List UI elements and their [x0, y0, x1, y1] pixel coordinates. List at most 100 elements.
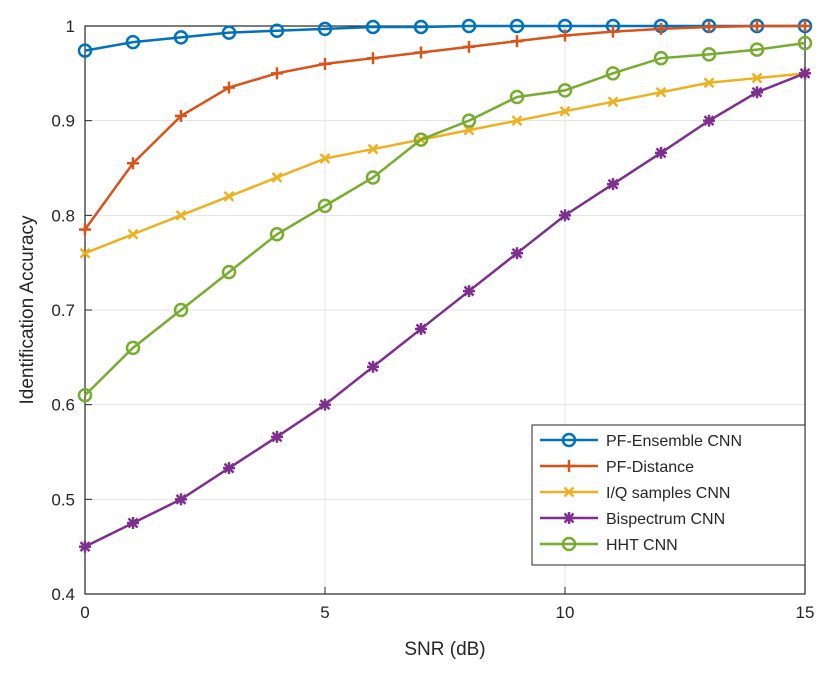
series-line: [84, 72, 806, 548]
data-point-circle: [365, 170, 381, 185]
y-axis-label: Identification Accuracy: [17, 215, 38, 405]
marker-stroke: [79, 247, 91, 259]
data-point-circle: [461, 113, 477, 128]
marker-circle: [797, 35, 813, 51]
data-point-circle: [561, 432, 577, 448]
data-point-circle: [269, 227, 285, 242]
data-point-plus: [271, 67, 283, 80]
marker-stroke: [563, 512, 575, 524]
data-point-asterisk: [463, 285, 475, 298]
data-point-circle: [653, 50, 669, 66]
legend-entry: Bispectrum CNN: [540, 511, 725, 528]
data-point-plus: [223, 81, 235, 94]
y-tick-label: 0.6: [51, 396, 75, 415]
legend-entry: HHT CNN: [540, 536, 678, 554]
marker-stroke: [607, 96, 619, 108]
marker-stroke: [655, 147, 667, 159]
series-line: [84, 41, 806, 397]
data-point-circle: [365, 19, 381, 35]
data-point-asterisk: [563, 512, 575, 524]
marker-circle: [317, 21, 333, 37]
data-point-plus: [79, 223, 91, 236]
marker-stroke: [271, 431, 283, 443]
data-point-asterisk: [175, 493, 187, 506]
data-point-asterisk: [799, 67, 811, 80]
marker-stroke: [655, 86, 667, 98]
data-point-plus: [127, 157, 139, 170]
marker-circle: [653, 50, 669, 66]
marker-stroke: [175, 209, 187, 221]
data-point-plus: [703, 20, 715, 33]
data-point-cross: [223, 191, 235, 202]
legend-entry: PF-Ensemble CNN: [540, 432, 742, 450]
marker-circle: [461, 18, 477, 34]
series-i-q-samples-cnn: [79, 67, 811, 259]
marker-circle: [701, 47, 717, 62]
legend-label: Bispectrum CNN: [606, 511, 725, 528]
data-point-circle: [77, 387, 93, 403]
marker-circle: [461, 113, 477, 128]
marker-stroke: [223, 191, 235, 202]
data-point-circle: [125, 34, 141, 50]
data-point-circle: [749, 42, 765, 57]
series-line: [84, 72, 806, 255]
y-tick-label: 0.4: [51, 585, 75, 604]
marker-stroke: [703, 77, 715, 89]
data-point-circle: [125, 340, 141, 356]
marker-stroke: [127, 228, 139, 240]
marker-circle: [173, 302, 189, 318]
legend: PF-Ensemble CNN PF-Distance I/Q samples CN…: [531, 424, 806, 566]
data-point-circle: [605, 66, 621, 81]
data-point-cross: [511, 115, 523, 127]
marker-circle: [413, 132, 429, 147]
marker-circle: [269, 23, 285, 38]
marker-circle: [561, 536, 577, 552]
data-point-circle: [317, 198, 333, 214]
series-line: [84, 24, 805, 52]
series-pf-distance: [79, 20, 811, 236]
marker-circle: [77, 387, 93, 403]
x-tick-label: 5: [320, 603, 329, 622]
marker-circle: [221, 25, 237, 40]
data-point-cross: [319, 153, 331, 164]
data-point-circle: [561, 536, 577, 552]
data-point-plus: [463, 40, 475, 53]
data-point-cross: [79, 247, 91, 259]
marker-stroke: [367, 361, 379, 373]
data-point-plus: [751, 20, 763, 32]
marker-stroke: [223, 462, 235, 474]
y-tick-label: 0.9: [51, 112, 75, 131]
data-point-asterisk: [703, 114, 715, 127]
data-point-circle: [77, 43, 93, 58]
marker-stroke: [559, 209, 571, 221]
legend-entry: I/Q samples CNN: [540, 485, 730, 502]
legend-label: PF-Ensemble CNN: [606, 433, 742, 450]
marker-stroke: [563, 486, 575, 498]
data-point-cross: [127, 228, 139, 240]
marker-circle: [557, 83, 573, 98]
marker-circle: [77, 43, 93, 58]
data-point-circle: [701, 47, 717, 62]
data-point-circle: [509, 89, 525, 105]
data-point-plus: [655, 22, 667, 35]
data-point-plus: [607, 25, 619, 38]
data-point-circle: [317, 21, 333, 37]
marker-stroke: [511, 247, 523, 259]
legend-entry: PF-Distance: [540, 459, 694, 476]
marker-stroke: [415, 323, 427, 335]
marker-stroke: [511, 115, 523, 127]
marker-circle: [125, 34, 141, 50]
marker-stroke: [319, 153, 331, 164]
marker-stroke: [367, 143, 379, 155]
x-axis-label: SNR (dB): [404, 639, 485, 660]
marker-stroke: [79, 541, 91, 553]
data-point-asterisk: [127, 517, 139, 529]
data-point-asterisk: [79, 540, 91, 553]
series-bispectrum-cnn: [79, 67, 811, 553]
legend-box: [531, 424, 806, 566]
y-tick-label: 0.7: [51, 301, 75, 320]
marker-circle: [317, 198, 333, 214]
data-point-cross: [367, 143, 379, 155]
